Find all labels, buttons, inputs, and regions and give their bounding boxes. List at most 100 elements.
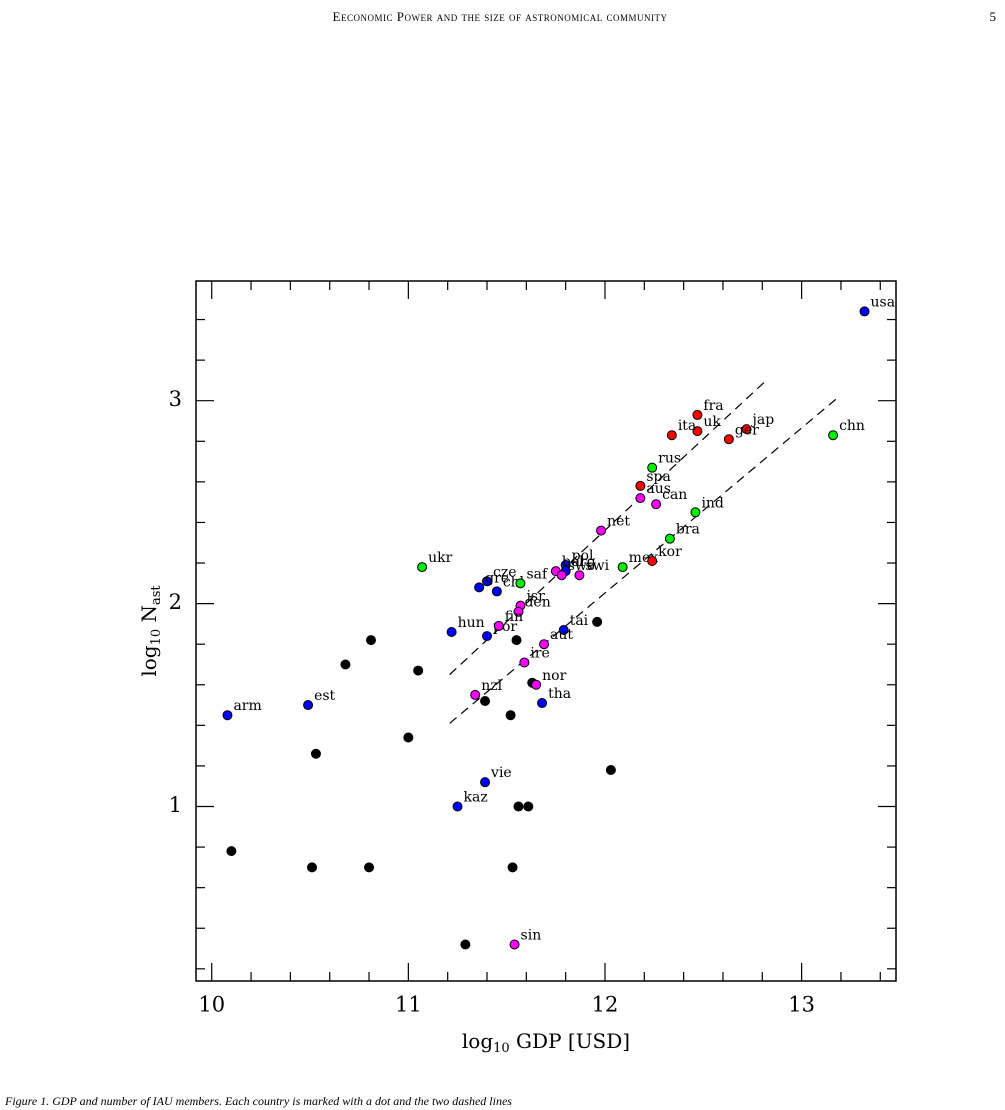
data-point: [222, 710, 233, 721]
point-label: jap: [751, 412, 775, 428]
point-label: ukr: [428, 550, 453, 566]
data-point: [491, 586, 502, 597]
data-point: [226, 846, 237, 857]
point-label: net: [607, 514, 630, 530]
data-point: [723, 434, 734, 445]
point-label: can: [662, 487, 687, 503]
point-label: fra: [703, 398, 723, 414]
point-label: usa: [871, 294, 896, 310]
data-point: [692, 409, 703, 420]
data-point: [413, 665, 424, 676]
page-number: 5: [990, 9, 997, 24]
y-tick-label: 2: [169, 590, 182, 614]
x-label-part: log: [462, 1029, 493, 1053]
point-label: kaz: [464, 790, 488, 806]
data-point: [366, 635, 376, 646]
x-label-part: GDP [USD]: [510, 1029, 630, 1053]
data-point: [417, 562, 428, 573]
point-label: arg: [572, 554, 596, 570]
point-label: cze: [493, 564, 517, 580]
figure-caption: Figure 1. GDP and number of IAU members.…: [4, 1094, 512, 1108]
running-header: Eeconomic Power and the size of astronom…: [333, 9, 668, 24]
plot-frame: [195, 280, 897, 982]
data-point: [403, 732, 414, 743]
data-point: [539, 639, 550, 650]
data-point: [340, 659, 351, 670]
point-label: swe: [568, 558, 595, 574]
point-label: sin: [521, 927, 542, 943]
point-label: ger: [735, 422, 759, 438]
point-label: isr: [526, 589, 545, 605]
data-point: [692, 426, 703, 437]
point-label: kor: [658, 544, 682, 560]
point-label: fin: [505, 609, 523, 625]
data-point: [605, 764, 616, 775]
point-label: tai: [570, 613, 589, 629]
x-label-sub: 10: [493, 1041, 510, 1056]
point-label: ire: [530, 645, 549, 661]
point-label: nzl: [481, 678, 502, 694]
data-point: [303, 700, 314, 711]
y-label-part: log: [137, 645, 161, 676]
data-point: [651, 499, 662, 510]
point-label: swi: [585, 558, 609, 574]
x-axis-label: log10 GDP [USD]: [462, 1029, 630, 1056]
y-tick-label: 1: [169, 793, 182, 817]
point-label: hun: [458, 615, 485, 631]
point-label: nor: [542, 668, 566, 684]
x-tick-label: 13: [788, 993, 815, 1017]
data-point: [635, 480, 646, 491]
data-point: [509, 939, 520, 950]
y-label-part: N: [137, 605, 161, 629]
data-point: [574, 570, 585, 581]
x-tick-label: 10: [198, 993, 225, 1017]
point-label: pol: [572, 548, 594, 564]
point-label: tha: [548, 686, 571, 702]
point-label: rus: [658, 451, 681, 467]
y-tick-label: 3: [169, 387, 182, 411]
data-point: [460, 939, 471, 950]
y-axis-label: log10 Nast: [137, 585, 164, 677]
point-label: gre: [485, 570, 509, 586]
data-point: [513, 606, 524, 617]
data-point: [364, 862, 375, 873]
data-point: [647, 462, 658, 473]
data-point: [505, 710, 516, 721]
x-tick-label: 12: [592, 993, 619, 1017]
data-point: [556, 570, 567, 581]
data-point: [664, 533, 675, 544]
data-point: [859, 306, 870, 317]
data-point: [452, 801, 463, 812]
fit-line: [449, 396, 840, 724]
data-point: [515, 578, 526, 589]
data-point: [635, 493, 646, 504]
data-point: [647, 556, 658, 566]
point-label: ita: [678, 418, 696, 434]
point-label: arm: [233, 698, 261, 714]
data-point: [617, 562, 628, 573]
point-label: aut: [550, 627, 573, 643]
point-label: uk: [703, 414, 721, 430]
point-label: est: [314, 688, 335, 704]
point-label: spa: [646, 469, 671, 485]
data-point: [537, 698, 548, 709]
data-point: [513, 801, 524, 812]
point-label: aus: [646, 481, 671, 497]
y-label-sub: 10: [149, 629, 164, 646]
data-point: [828, 430, 839, 441]
data-point: [482, 576, 493, 587]
data-point: [307, 862, 318, 873]
point-label: bel: [562, 554, 584, 570]
fit-line: [449, 379, 767, 676]
x-tick-label: 11: [395, 993, 422, 1017]
data-point: [596, 525, 607, 536]
point-label: vie: [490, 765, 512, 781]
point-label: chn: [839, 418, 865, 434]
data-point: [523, 801, 534, 812]
data-point: [741, 424, 752, 435]
data-point: [519, 657, 530, 668]
point-label: ind: [701, 495, 723, 511]
data-point: [310, 748, 321, 759]
data-point: [531, 679, 542, 690]
data-point: [507, 862, 518, 873]
